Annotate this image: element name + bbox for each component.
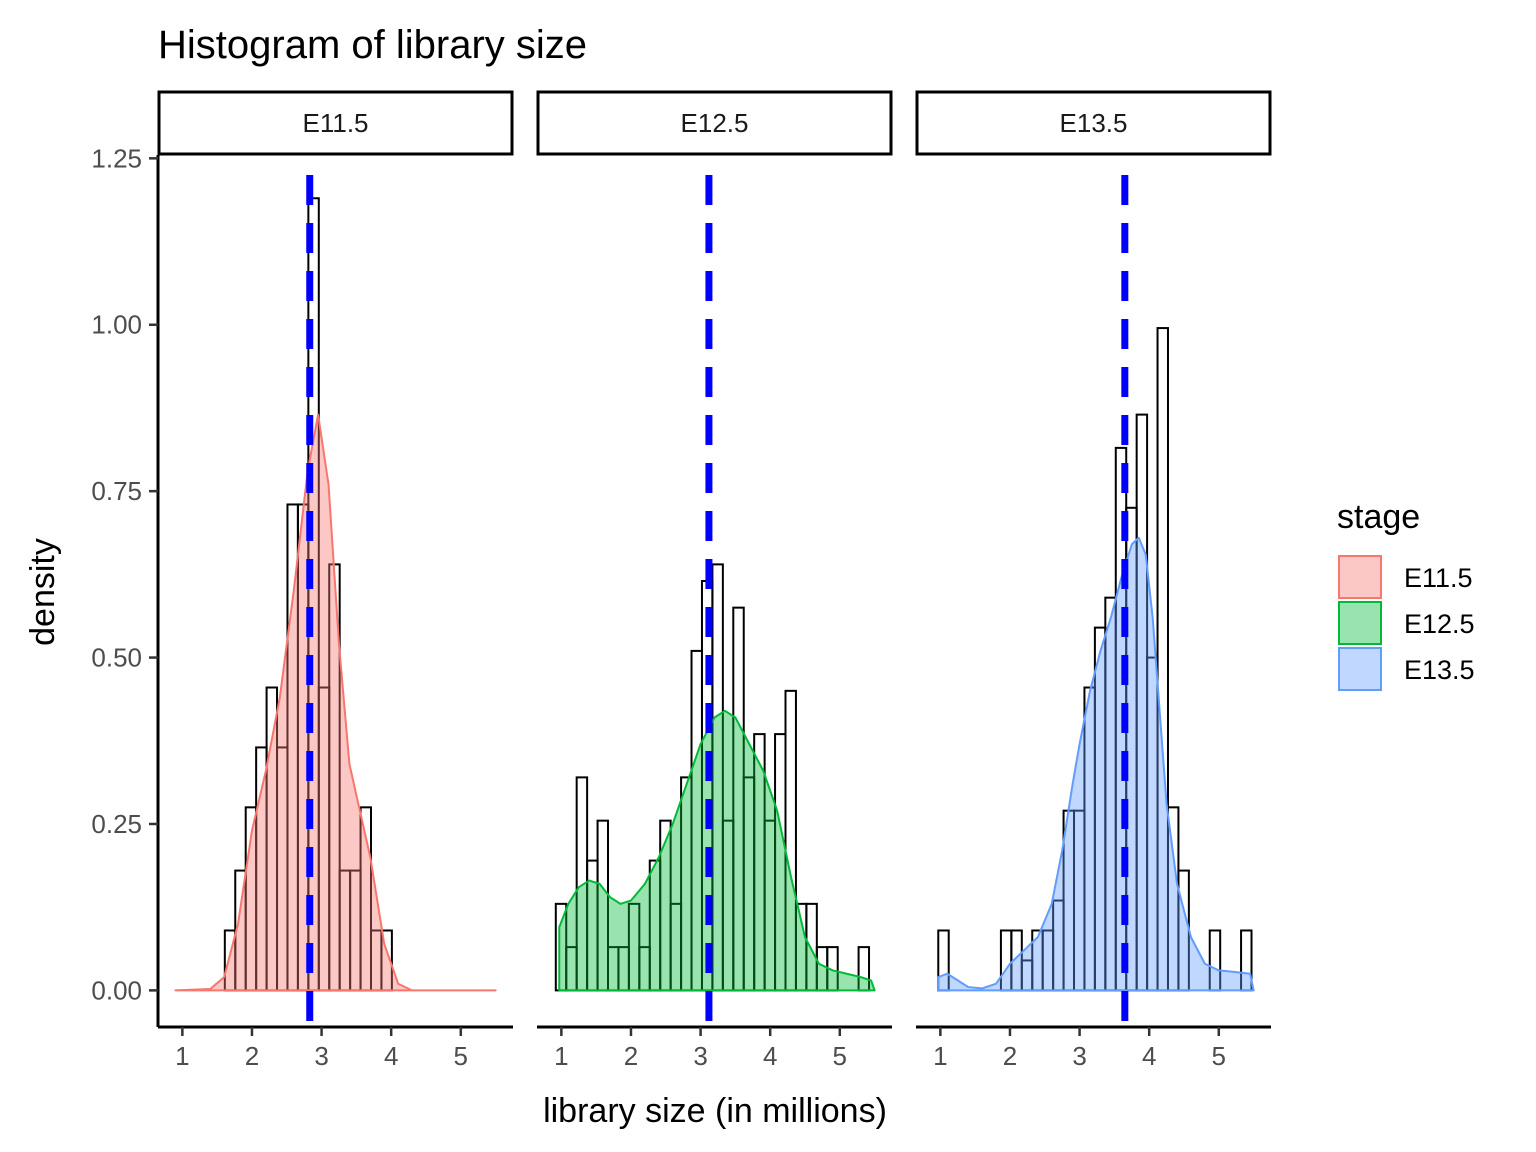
facet-panel-e12-5: E12.5 1 2 3 4 5 bbox=[536, 90, 893, 1071]
density-area bbox=[937, 536, 1255, 992]
facet-strip-label: E11.5 bbox=[302, 108, 368, 138]
facet-strip bbox=[157, 90, 514, 156]
x-tick-label: 2 bbox=[1003, 1041, 1017, 1071]
y-tick-label: 0.75 bbox=[91, 476, 142, 506]
y-axis-title: density bbox=[24, 538, 62, 646]
x-tick-label: 3 bbox=[693, 1041, 707, 1071]
x-axis-title: library size (in millions) bbox=[543, 1092, 887, 1130]
panels: E11.5 1 2 3 4 5 E12.5 1 2 3 4 5 E13.5 1 2 3 4 5 bbox=[157, 90, 1272, 1071]
x-tick-label: 2 bbox=[624, 1041, 638, 1071]
facet-strip-label: E12.5 bbox=[681, 108, 749, 138]
legend-key bbox=[1338, 601, 1382, 645]
facet-panel-e11-5: E11.5 1 2 3 4 5 bbox=[157, 90, 514, 1071]
legend: stage E11.5 E12.5 E13.5 bbox=[1337, 498, 1475, 691]
x-tick-label: 2 bbox=[245, 1041, 259, 1071]
legend-key bbox=[1338, 555, 1382, 599]
y-tick-label: 1.00 bbox=[91, 310, 142, 340]
x-tick-label: 4 bbox=[763, 1041, 777, 1071]
facet-panel-e13-5: E13.5 1 2 3 4 5 bbox=[915, 90, 1272, 1071]
y-tick-label: 0.50 bbox=[91, 643, 142, 673]
legend-title: stage bbox=[1337, 498, 1420, 536]
density-area bbox=[174, 413, 497, 992]
y-tick-label: 0.00 bbox=[91, 975, 142, 1005]
y-tick-label: 0.25 bbox=[91, 809, 142, 839]
x-tick-label: 4 bbox=[384, 1041, 398, 1071]
x-tick-label: 5 bbox=[454, 1041, 468, 1071]
x-tick-label: 1 bbox=[175, 1041, 189, 1071]
x-tick-label: 4 bbox=[1142, 1041, 1156, 1071]
facet-strip bbox=[536, 90, 893, 156]
legend-label: E11.5 bbox=[1404, 563, 1473, 593]
legend-label: E12.5 bbox=[1404, 609, 1475, 639]
x-tick-label: 5 bbox=[1212, 1041, 1226, 1071]
legend-key bbox=[1338, 647, 1382, 691]
chart-title: Histogram of library size bbox=[158, 23, 587, 67]
density-area bbox=[558, 709, 876, 992]
facet-strip-label: E13.5 bbox=[1060, 108, 1128, 138]
legend-label: E13.5 bbox=[1404, 655, 1475, 685]
x-tick-label: 1 bbox=[554, 1041, 568, 1071]
facet-strip bbox=[915, 90, 1272, 156]
x-tick-label: 3 bbox=[1072, 1041, 1086, 1071]
x-tick-label: 5 bbox=[833, 1041, 847, 1071]
x-tick-label: 1 bbox=[933, 1041, 947, 1071]
y-axis: 0.00 0.25 0.50 0.75 1.00 1.25 bbox=[91, 143, 160, 1027]
y-tick-label: 1.25 bbox=[91, 143, 142, 173]
x-tick-label: 3 bbox=[314, 1041, 328, 1071]
